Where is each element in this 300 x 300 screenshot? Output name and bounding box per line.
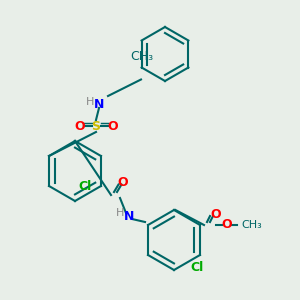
Text: CH₃: CH₃ [242, 220, 262, 230]
Text: N: N [94, 98, 104, 112]
Text: O: O [221, 218, 232, 232]
Text: Cl: Cl [79, 179, 92, 193]
Text: Cl: Cl [190, 261, 204, 274]
Text: S: S [92, 119, 100, 133]
Text: O: O [211, 208, 221, 221]
Text: N: N [124, 209, 134, 223]
Text: O: O [74, 119, 85, 133]
Text: CH₃: CH₃ [130, 50, 153, 63]
Text: O: O [107, 119, 118, 133]
Text: H: H [116, 208, 124, 218]
Text: O: O [118, 176, 128, 190]
Text: H: H [86, 97, 94, 107]
